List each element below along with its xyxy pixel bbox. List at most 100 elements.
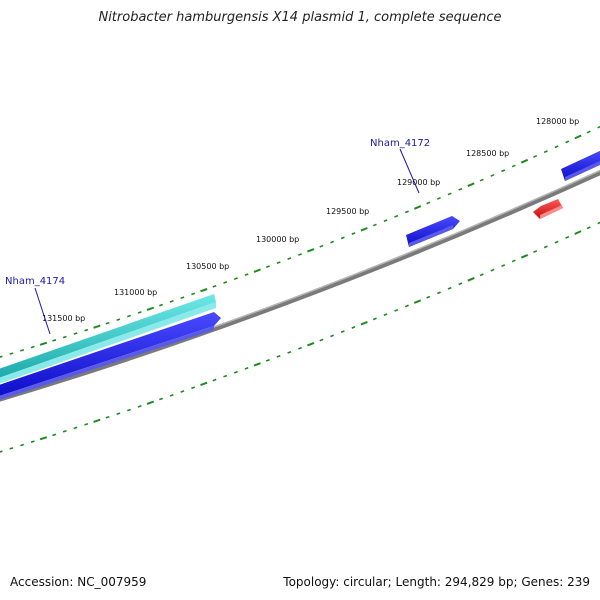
bp-ruler-outer-ticks	[0, 125, 600, 358]
gene-features	[0, 150, 600, 403]
inner-ruler-tick	[394, 308, 399, 312]
outer-ruler-tick	[105, 321, 110, 325]
inner-ruler-tick	[287, 350, 292, 354]
outer-ruler-tick	[574, 134, 582, 140]
bp-label-128500: 128500 bp	[466, 149, 509, 158]
inner-ruler-tick	[52, 433, 57, 437]
inner-ruler-tick	[426, 295, 431, 299]
outer-ruler-tick	[276, 261, 281, 265]
inner-ruler-tick	[212, 378, 217, 382]
outer-ruler-tick	[520, 158, 529, 164]
gene-label-nham-4174-group: Nham_4174	[5, 276, 65, 335]
inner-ruler-tick	[330, 334, 334, 338]
inner-ruler-tick	[501, 264, 506, 268]
inner-ruler-tick	[84, 423, 89, 426]
outer-ruler-tick	[20, 349, 25, 352]
inner-ruler-tick	[169, 393, 174, 397]
inner-ruler-tick	[554, 240, 559, 244]
gene-label-nham-4174[interactable]: Nham_4174	[5, 276, 65, 287]
outer-ruler-tick	[586, 130, 591, 134]
outer-ruler-tick	[383, 219, 388, 223]
outer-ruler-tick	[436, 196, 441, 200]
inner-ruler-tick	[9, 447, 14, 450]
gene-blue-right-edge[interactable]	[561, 150, 600, 181]
gene-nham-4172[interactable]	[406, 216, 460, 247]
outer-ruler-tick	[330, 240, 334, 244]
outer-ruler-tick	[253, 268, 261, 273]
inner-ruler-tick	[180, 390, 185, 393]
inner-ruler-tick	[586, 226, 591, 230]
outer-ruler-tick	[360, 227, 368, 232]
outer-ruler-tick	[287, 257, 292, 260]
inner-ruler-tick	[0, 450, 3, 453]
outer-ruler-tick	[511, 164, 516, 168]
inner-ruler-tick	[191, 386, 196, 390]
outer-ruler-tick	[447, 192, 452, 196]
inner-ruler-tick	[30, 440, 35, 443]
bp-ruler-inner-ticks	[0, 221, 600, 453]
gene-nham-4174-cyan[interactable]	[0, 294, 216, 387]
inner-ruler-tick	[597, 221, 600, 225]
inner-ruler-tick	[105, 415, 110, 419]
outer-ruler-tick	[223, 281, 228, 284]
outer-ruler-tick	[565, 140, 570, 144]
inner-ruler-tick	[574, 230, 582, 235]
outer-ruler-tick	[319, 244, 324, 248]
outer-ruler-tick	[93, 324, 101, 329]
genome-summary-text: Topology: circular; Length: 294,829 bp; …	[283, 575, 590, 589]
inner-ruler-tick	[458, 282, 463, 286]
inner-ruler-tick	[565, 235, 570, 239]
inner-ruler-tick	[20, 443, 25, 447]
inner-ruler-tick	[127, 408, 131, 412]
inner-ruler-tick	[404, 304, 409, 308]
bp-label-130500: 130500 bp	[186, 262, 229, 271]
outer-ruler-tick	[372, 223, 377, 227]
inner-ruler-tick	[276, 354, 281, 358]
inner-ruler-tick	[413, 299, 422, 304]
outer-ruler-tick	[533, 154, 538, 158]
outer-ruler-tick	[404, 210, 409, 214]
gene-red[interactable]	[533, 199, 563, 219]
inner-ruler-tick	[253, 362, 261, 367]
inner-ruler-tick	[490, 268, 495, 272]
outer-ruler-tick	[146, 306, 155, 311]
outer-ruler-tick	[458, 187, 463, 191]
outer-ruler-tick	[597, 125, 600, 129]
outer-ruler-tick	[180, 296, 185, 300]
inner-ruler-tick	[340, 330, 345, 334]
gene-label-nham-4172-group: Nham_4172	[370, 138, 430, 194]
bp-label-131000: 131000 bp	[114, 288, 157, 297]
outer-ruler-tick	[543, 150, 548, 154]
inner-ruler-tick	[137, 405, 142, 408]
outer-ruler-tick	[212, 284, 217, 288]
inner-ruler-tick	[351, 326, 356, 329]
inner-ruler-tick	[520, 253, 529, 259]
outer-ruler-tick	[52, 339, 57, 342]
inner-ruler-tick	[233, 370, 238, 374]
inner-ruler-tick	[265, 359, 270, 362]
gene-blue-long[interactable]	[0, 312, 221, 403]
bp-label-129000: 129000 bp	[397, 178, 440, 187]
outer-ruler-tick	[298, 253, 302, 256]
outer-ruler-tick	[191, 292, 196, 296]
inner-ruler-tick	[116, 412, 121, 416]
outer-ruler-tick	[159, 303, 163, 307]
bp-ruler-labels: 128000 bp 128500 bp 129000 bp 129500 bp …	[42, 117, 579, 323]
outer-ruler-tick	[351, 232, 356, 235]
inner-ruler-tick	[479, 273, 484, 277]
gene-label-nham-4172[interactable]: Nham_4172	[370, 138, 430, 149]
bp-label-130000: 130000 bp	[256, 235, 299, 244]
outer-ruler-tick	[233, 277, 238, 280]
inner-ruler-tick	[244, 366, 249, 370]
inner-ruler-tick	[319, 338, 324, 342]
bp-label-131500: 131500 bp	[42, 314, 85, 323]
inner-ruler-tick	[62, 430, 67, 433]
outer-ruler-tick	[137, 311, 142, 314]
inner-ruler-tick	[39, 436, 48, 441]
outer-ruler-tick	[39, 341, 48, 346]
inner-ruler-tick	[436, 291, 441, 295]
bp-label-129500: 129500 bp	[326, 207, 369, 216]
outer-ruler-tick	[479, 178, 484, 182]
